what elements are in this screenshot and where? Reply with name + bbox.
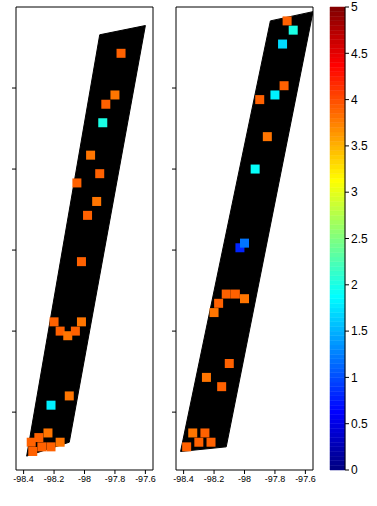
svg-text:4.5: 4.5 <box>351 47 368 61</box>
svg-text:-98: -98 <box>78 474 91 484</box>
svg-text:4: 4 <box>351 93 358 107</box>
svg-text:-97.6: -97.6 <box>135 474 156 484</box>
svg-text:-97.8: -97.8 <box>105 474 126 484</box>
svg-text:-97.6: -97.6 <box>295 474 316 484</box>
svg-text:-98.2: -98.2 <box>204 474 225 484</box>
svg-text:-98: -98 <box>238 474 251 484</box>
svg-text:0: 0 <box>351 463 358 477</box>
svg-text:2: 2 <box>351 278 358 292</box>
svg-text:1: 1 <box>351 371 358 385</box>
svg-text:-97.8: -97.8 <box>265 474 286 484</box>
svg-text:5: 5 <box>351 0 358 14</box>
svg-text:2.5: 2.5 <box>351 232 368 246</box>
svg-text:3: 3 <box>351 185 358 199</box>
svg-text:-98.4: -98.4 <box>13 474 34 484</box>
svg-text:3.5: 3.5 <box>351 139 368 153</box>
svg-text:0.5: 0.5 <box>351 417 368 431</box>
svg-text:1.5: 1.5 <box>351 324 368 338</box>
svg-text:-98.2: -98.2 <box>44 474 65 484</box>
svg-text:-98.4: -98.4 <box>173 474 194 484</box>
